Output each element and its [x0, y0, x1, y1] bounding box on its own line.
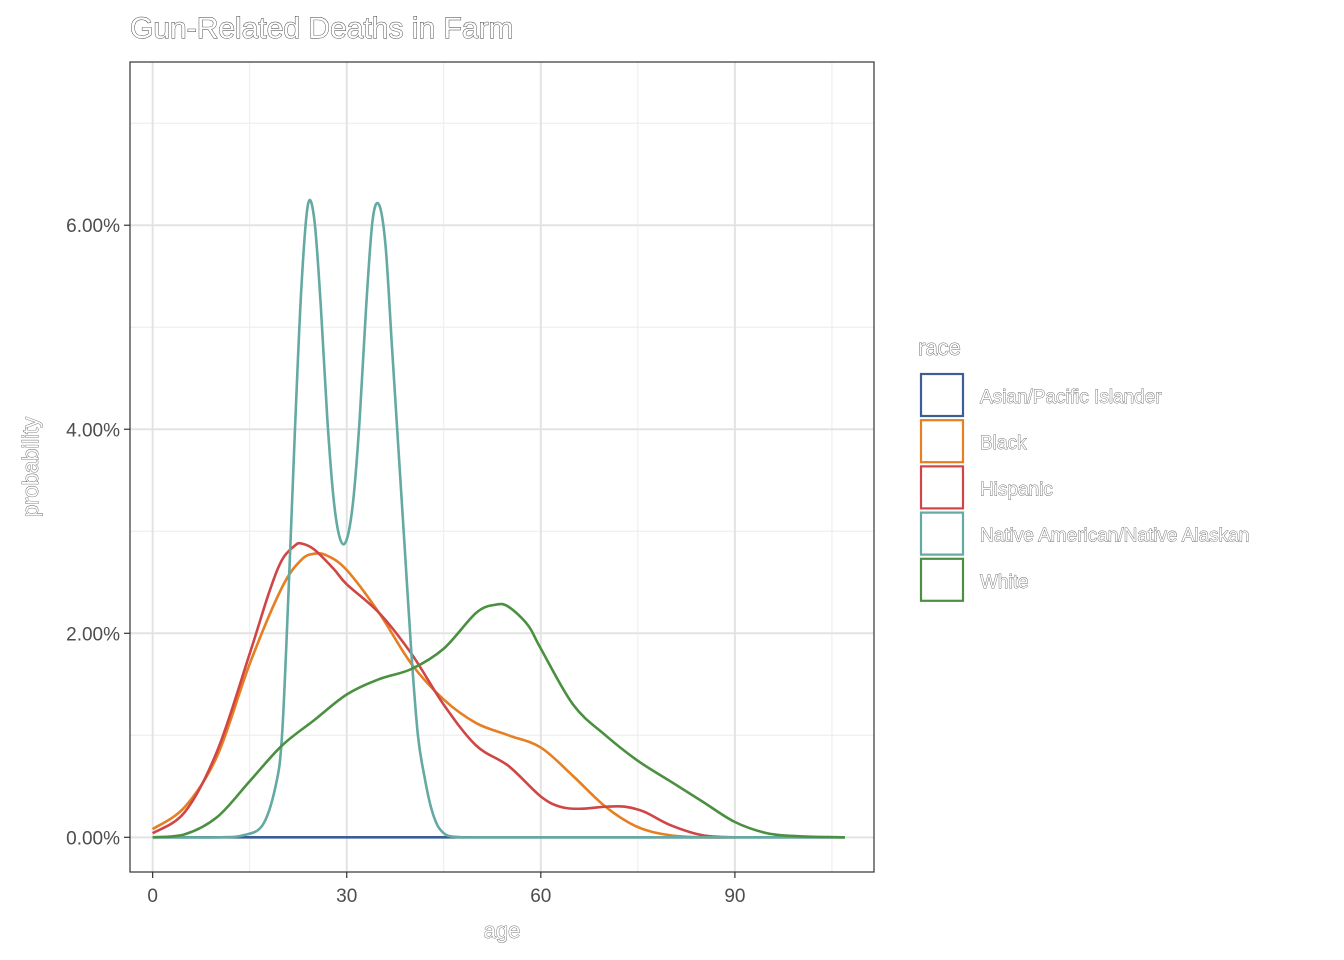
legend-items: Asian/Pacific Islander Black Hispanic Nativ…	[919, 372, 1250, 602]
panel-border	[129, 61, 875, 873]
y-axis-title: probability	[18, 417, 43, 517]
x-tick-label: 30	[336, 886, 357, 907]
y-tick-label: 0.00%	[66, 828, 120, 849]
y-tick-label: 2.00%	[66, 624, 120, 645]
legend-label-2: Hispanic	[980, 479, 1053, 500]
legend-label-1: Black	[980, 433, 1027, 454]
legend-label-3: Native American/Native Alaskan	[980, 526, 1249, 547]
legend-key-1	[919, 419, 965, 464]
x-tick-label: 60	[530, 886, 551, 907]
legend-key-4	[919, 557, 965, 602]
y-tick-label: 6.00%	[66, 216, 120, 237]
legend-label-4: White	[980, 572, 1029, 593]
series-line-3	[152, 198, 845, 839]
chart-title: Gun-Related Deaths in Farm	[130, 12, 514, 45]
legend-label-0: Asian/Pacific Islander	[980, 387, 1162, 408]
x-tick-label: 90	[724, 886, 745, 907]
series-line-4	[152, 602, 845, 839]
series-line-2	[151, 541, 735, 839]
y-tick-label: 4.00%	[66, 420, 120, 441]
legend-title: race	[918, 335, 961, 360]
series-line-1	[151, 552, 735, 839]
x-axis: 0 30 60 90	[147, 872, 745, 907]
panel-background	[130, 62, 874, 872]
legend-key-3	[919, 511, 965, 556]
y-axis: 0.00% 2.00% 4.00% 6.00%	[66, 216, 130, 849]
legend-key-0	[919, 372, 965, 418]
legend: race Asian/Pacific Islander Black Hispanic…	[918, 335, 1250, 602]
plot-panel	[129, 61, 875, 873]
x-tick-label: 0	[147, 886, 158, 907]
x-axis-title: age	[484, 918, 521, 943]
legend-key-2	[919, 465, 965, 510]
series-lines	[151, 198, 845, 839]
